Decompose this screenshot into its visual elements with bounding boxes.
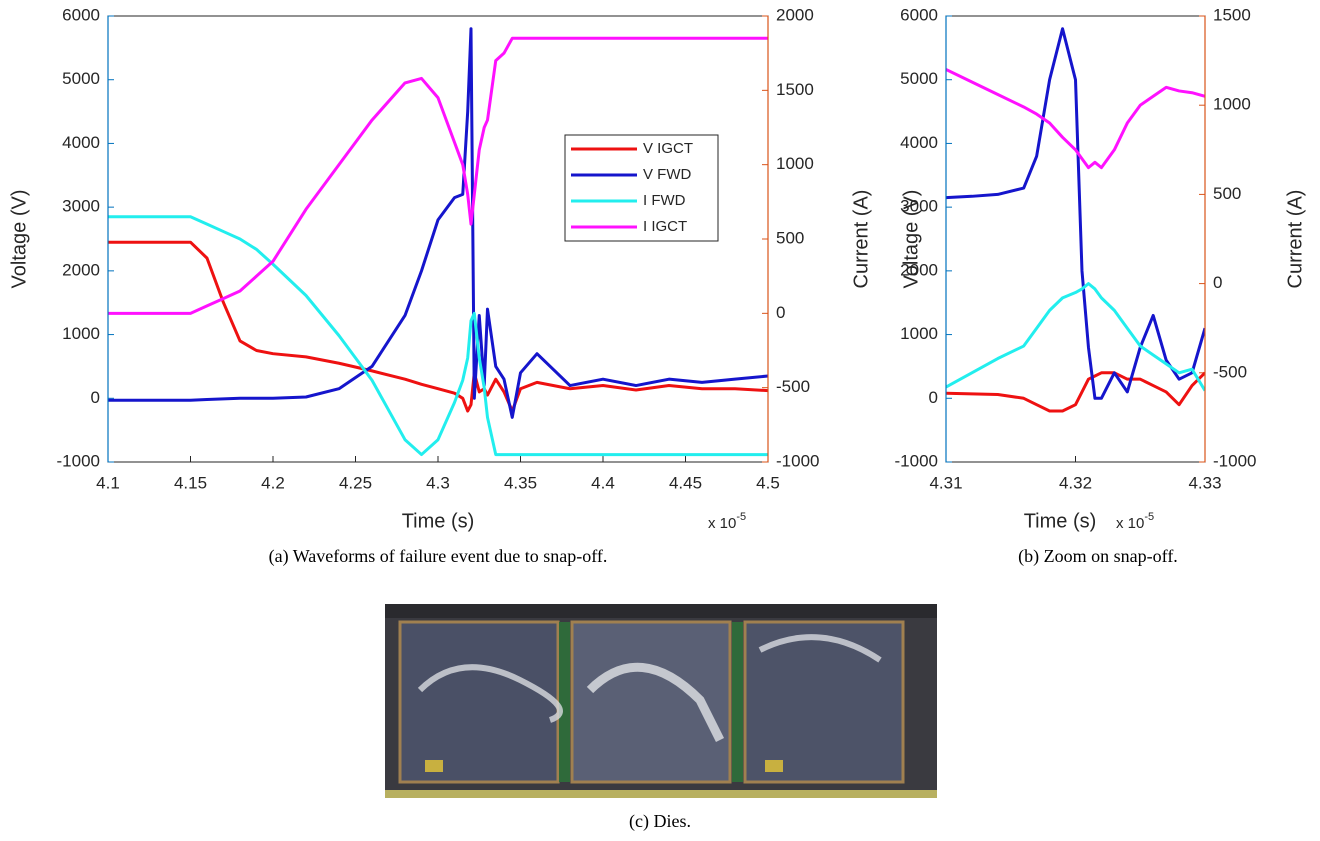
y-tick-label: 0 <box>91 388 100 407</box>
y2-tick-label: 1500 <box>776 80 814 99</box>
x-tick-label: 4.32 <box>1059 473 1092 492</box>
y2-tick-label: 1000 <box>1213 95 1251 114</box>
y-tick-label: -1000 <box>895 451 938 470</box>
series-line <box>946 27 1205 400</box>
y-tick-label: 1000 <box>62 324 100 343</box>
y2-tick-label: 2000 <box>776 5 814 24</box>
y-tick-label: 5000 <box>62 69 100 88</box>
y-tick-label: 3000 <box>62 197 100 216</box>
y-tick-label: 2000 <box>62 260 100 279</box>
x-scale-label: x 10-5 <box>708 511 746 532</box>
y-tick-label: 4000 <box>900 133 938 152</box>
y-tick-label: 1000 <box>900 324 938 343</box>
y2-tick-label: 0 <box>1213 273 1222 292</box>
series-line <box>108 215 768 457</box>
series-line <box>946 68 1205 170</box>
y2-tick-label: -500 <box>776 377 810 396</box>
y2-axis-label: Current (A) <box>1284 190 1306 289</box>
y-tick-label: -1000 <box>57 451 100 470</box>
x-tick-label: 4.5 <box>756 473 780 492</box>
caption: (a) Waveforms of failure event due to sn… <box>269 546 608 567</box>
x-tick-label: 4.33 <box>1188 473 1221 492</box>
y2-tick-label: 1500 <box>1213 5 1251 24</box>
y2-tick-label: 500 <box>1213 184 1241 203</box>
x-tick-label: 4.15 <box>174 473 207 492</box>
photo <box>385 604 937 798</box>
x-scale-exponent: -5 <box>1144 511 1154 523</box>
series-line <box>108 27 768 419</box>
x-tick-label: 4.3 <box>426 473 450 492</box>
x-axis-label: Time (s) <box>402 510 475 532</box>
series-line <box>946 282 1205 392</box>
x-tick-label: 4.2 <box>261 473 285 492</box>
x-scale-base: x 10 <box>708 515 736 532</box>
legend-box <box>564 134 719 242</box>
legend-label: I FWD <box>643 192 686 209</box>
y-tick-label: 6000 <box>900 5 938 24</box>
y2-tick-label: 1000 <box>776 154 814 173</box>
legend-label: I IGCT <box>643 218 687 235</box>
y-tick-label: 4000 <box>62 133 100 152</box>
y-tick-label: 3000 <box>900 197 938 216</box>
x-tick-label: 4.4 <box>591 473 615 492</box>
x-tick-label: 4.1 <box>96 473 120 492</box>
y-axis-label: Voltage (V) <box>900 190 922 289</box>
y2-tick-label: 0 <box>776 303 785 322</box>
y2-axis-label: Current (A) <box>850 190 872 289</box>
plot-lines <box>946 27 1205 413</box>
y2-tick-label: -1000 <box>1213 451 1256 470</box>
caption: (b) Zoom on snap-off. <box>1018 546 1178 567</box>
legend-label: V IGCT <box>643 140 693 157</box>
x-scale-exponent: -5 <box>736 511 746 523</box>
y-tick-label: 6000 <box>62 5 100 24</box>
plot-lines <box>108 27 768 457</box>
x-tick-label: 4.35 <box>504 473 537 492</box>
y-tick-label: 2000 <box>900 260 938 279</box>
y2-tick-label: -1000 <box>776 451 819 470</box>
legend-label: V FWD <box>643 166 691 183</box>
y-tick-label: 0 <box>929 388 938 407</box>
x-scale-base: x 10 <box>1116 515 1144 532</box>
y2-tick-label: 500 <box>776 228 804 247</box>
caption: (c) Dies. <box>629 811 691 832</box>
x-scale-label: x 10-5 <box>1116 511 1154 532</box>
y2-tick-label: -500 <box>1213 362 1247 381</box>
y-tick-label: 5000 <box>900 69 938 88</box>
x-tick-label: 4.45 <box>669 473 702 492</box>
x-tick-label: 4.25 <box>339 473 372 492</box>
series-line <box>108 240 768 413</box>
y-axis-label: Voltage (V) <box>8 190 30 289</box>
x-axis-label: Time (s) <box>1024 510 1097 532</box>
series-line <box>108 36 768 315</box>
x-tick-label: 4.31 <box>929 473 962 492</box>
